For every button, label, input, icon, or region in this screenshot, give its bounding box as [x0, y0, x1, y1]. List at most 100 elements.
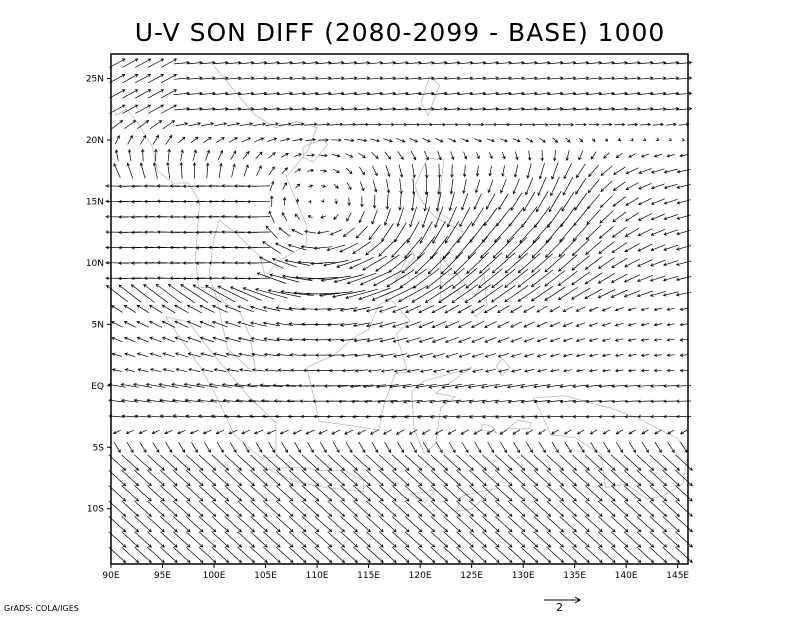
wind-arrow: [160, 485, 178, 502]
wind-arrow: [366, 531, 384, 548]
wind-arrow: [372, 165, 378, 177]
wind-arrow: [379, 454, 397, 471]
wind-arrow: [279, 429, 289, 435]
wind-arrow: [136, 320, 149, 328]
wind-arrow: [507, 454, 526, 471]
wind-arrow: [484, 368, 496, 373]
wind-arrow: [301, 516, 320, 533]
wind-arrow: [507, 546, 526, 563]
wind-arrow: [675, 500, 693, 517]
wind-arrow: [517, 252, 541, 274]
wind-arrow: [480, 236, 501, 259]
wind-arrow: [588, 368, 598, 373]
wind-arrow: [457, 221, 473, 244]
wind-arrow: [130, 284, 155, 303]
wind-arrow: [147, 89, 165, 99]
wind-arrow: [382, 429, 392, 435]
wind-arrow: [462, 164, 467, 178]
wind-arrow: [649, 291, 666, 297]
wind-arrow: [154, 148, 158, 162]
wind-arrow: [544, 270, 566, 287]
wind-arrow: [278, 227, 291, 237]
wind-arrow: [301, 485, 320, 502]
lon-tick-label: 115E: [357, 571, 380, 581]
wind-arrow: [624, 399, 640, 404]
wind-arrow: [417, 500, 436, 517]
wind-arrow: [559, 384, 577, 389]
wind-arrow: [344, 138, 355, 143]
wind-arrow: [152, 442, 160, 453]
wind-arrow: [497, 353, 509, 358]
wind-arrow: [327, 338, 345, 342]
wind-arrow: [304, 229, 317, 234]
wind-arrow: [487, 441, 495, 454]
wind-arrow: [588, 338, 598, 342]
wind-arrow: [675, 291, 692, 297]
wind-arrow: [675, 384, 692, 388]
wind-arrow: [353, 485, 371, 502]
wind-arrow: [597, 485, 616, 502]
wind-arrow: [547, 206, 563, 228]
wind-arrow: [467, 236, 488, 259]
wind-arrow: [211, 546, 230, 563]
wind-arrow: [166, 161, 171, 179]
wind-arrow: [497, 368, 509, 373]
wind-arrow: [307, 441, 314, 454]
wind-arrow: [275, 516, 294, 533]
wind-arrow: [407, 221, 420, 244]
wind-arrow: [454, 383, 475, 389]
wind-arrow: [636, 274, 653, 283]
wind-arrow: [121, 414, 139, 418]
wind-arrow: [267, 289, 301, 298]
wind-arrow: [430, 500, 449, 517]
wind-arrow: [533, 454, 552, 471]
wind-arrow: [575, 178, 587, 195]
wind-arrow: [277, 368, 292, 372]
wind-arrow: [559, 399, 576, 404]
wind-arrow: [177, 429, 186, 435]
wind-arrow: [156, 184, 180, 188]
wind-arrow: [392, 337, 408, 343]
wind-arrow: [640, 323, 650, 327]
wind-arrow: [612, 211, 627, 223]
wind-arrow: [611, 384, 628, 389]
wind-arrow: [484, 353, 497, 358]
wind-arrow: [288, 546, 307, 563]
wind-arrow: [517, 285, 541, 302]
wind-arrow: [585, 240, 602, 255]
wind-arrow: [604, 138, 609, 142]
lon-tick-label: 90E: [102, 571, 119, 581]
wind-arrow: [132, 382, 153, 388]
wind-arrow: [408, 429, 418, 435]
wind-arrow: [530, 269, 554, 288]
wind-arrow: [588, 164, 599, 178]
wind-arrow: [456, 485, 474, 502]
wind-arrow: [384, 285, 416, 302]
wind-arrow: [262, 321, 281, 327]
wind-arrow: [597, 531, 616, 548]
wind-arrow: [272, 383, 297, 388]
wind-arrow: [623, 470, 642, 487]
wind-arrow: [429, 235, 449, 260]
wind-arrow: [474, 441, 482, 454]
wind-arrow: [504, 268, 529, 288]
wind-arrow: [368, 122, 382, 127]
wind-arrow: [355, 225, 368, 239]
wind-arrow: [147, 104, 165, 114]
wind-arrow: [550, 369, 560, 373]
wind-arrow: [211, 454, 230, 471]
wind-arrow: [640, 307, 650, 312]
wind-arrow: [456, 516, 474, 533]
wind-arrow: [366, 454, 384, 471]
wind-arrow: [520, 384, 538, 389]
wind-arrow: [597, 454, 616, 471]
wind-arrow: [161, 304, 176, 314]
wind-arrow: [627, 338, 637, 342]
wind-arrow: [585, 485, 603, 502]
latitude-axis: 25N 20N 15N 10N 5N EQ 5S 10S: [86, 75, 111, 515]
grads-credit: GrADS: COLA/IGES: [4, 604, 79, 613]
wind-arrow: [366, 516, 384, 533]
wind-arrow: [559, 546, 577, 563]
wind-arrow: [576, 163, 586, 179]
wind-arrow: [627, 368, 637, 373]
